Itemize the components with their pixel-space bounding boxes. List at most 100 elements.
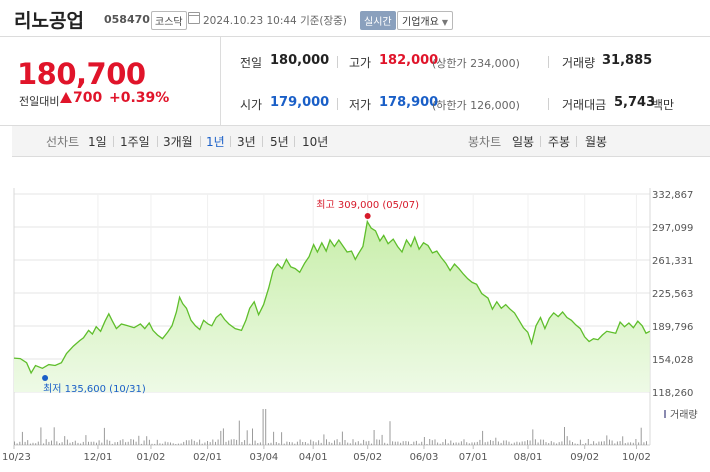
volume-bar: [527, 440, 528, 445]
separator: [294, 136, 295, 147]
x-tick-label: 02/01: [193, 452, 222, 463]
volume-bar: [479, 439, 481, 445]
volume-bar: [630, 442, 632, 445]
volume-bar: [344, 440, 346, 445]
volume-bar: [238, 420, 240, 445]
up-triangle-icon: [60, 92, 72, 103]
open-value: 179,000: [270, 95, 330, 110]
volume-bar: [270, 442, 272, 445]
quote-date: 2024.10.23 10:44: [203, 15, 297, 27]
candle-weekly[interactable]: 주봉: [548, 135, 571, 149]
low-label: 저가: [349, 98, 372, 112]
period-10y[interactable]: 10년: [302, 135, 329, 149]
low-annotation: 최저 135,600 (10/31): [43, 383, 146, 395]
period-1d[interactable]: 1일: [88, 135, 107, 149]
high-marker: [364, 213, 371, 220]
candle-daily[interactable]: 일봉: [512, 135, 535, 149]
volume-bar: [177, 443, 179, 445]
volume-bar: [135, 441, 137, 445]
x-tick-label: 01/02: [137, 452, 166, 463]
volume-bar: [347, 442, 349, 445]
volume-bar: [394, 441, 396, 445]
lower-limit: (하한가 126,000): [432, 99, 520, 112]
volume-bar: [170, 442, 171, 445]
volume-bar: [289, 442, 290, 445]
volume-bar: [151, 443, 153, 445]
volume-bar: [82, 441, 84, 445]
high-annotation: 최고 309,000 (05/07): [316, 199, 419, 211]
volume-bar: [635, 439, 637, 445]
volume-bar: [519, 442, 521, 445]
period-3y[interactable]: 3년: [237, 135, 256, 149]
volume-bar: [368, 440, 370, 445]
volume-bar: [561, 441, 563, 445]
volume-bar: [175, 444, 177, 445]
volume-bar: [622, 436, 624, 445]
volume-bar: [286, 441, 288, 445]
volume-bar: [323, 434, 325, 445]
period-1w[interactable]: 1주일: [120, 135, 150, 149]
volume-bar: [360, 443, 362, 445]
volume-bar: [598, 441, 600, 445]
volume-bar: [307, 443, 309, 445]
volume-legend-swatch: [664, 410, 666, 418]
volume-bar: [56, 441, 58, 445]
volume-bar: [185, 440, 187, 445]
current-price: 180,700: [17, 57, 146, 91]
low-value: 178,900: [379, 95, 439, 110]
stock-code: 058470: [104, 13, 150, 26]
volume-bar: [114, 442, 116, 445]
volume-bar: [458, 442, 460, 445]
separator: [157, 136, 158, 147]
volume-bar: [66, 439, 68, 445]
volume-bar: [476, 441, 478, 445]
volume-bar: [490, 440, 491, 445]
y-tick-label: 261,331: [652, 256, 693, 267]
volume-bar: [291, 442, 293, 445]
open-label: 시가: [240, 98, 263, 112]
volume-bar: [296, 441, 298, 445]
volume-bar: [53, 427, 55, 445]
volume-bar: [336, 439, 338, 445]
volume-bar: [133, 439, 134, 445]
price-change-pct: +0.39%: [109, 90, 170, 106]
x-tick-label: 05/02: [353, 452, 382, 463]
y-tick-label: 118,260: [652, 388, 693, 399]
volume-bar: [341, 431, 343, 445]
prev-close-label: 전일: [240, 56, 263, 70]
volume-bar: [349, 443, 351, 445]
period-1y[interactable]: 1년: [206, 135, 225, 149]
price-line: [13, 219, 651, 375]
volume-bar: [35, 443, 37, 445]
volume-bar: [545, 442, 547, 445]
realtime-badge[interactable]: 실시간: [360, 11, 396, 30]
volume-bar: [101, 442, 103, 445]
volume-bar: [43, 443, 45, 445]
volume-bar: [556, 443, 558, 445]
volume-bar: [315, 442, 317, 445]
separator: [548, 56, 549, 68]
volume-bar: [632, 442, 634, 445]
volume-bar: [172, 443, 174, 445]
price-change: 700: [73, 90, 103, 106]
volume-bar: [577, 443, 579, 445]
volume-bar: [423, 437, 425, 445]
volume-bar: [606, 435, 608, 445]
volume-bar: [378, 439, 380, 445]
period-3m[interactable]: 3개월: [163, 135, 193, 149]
company-info-button[interactable]: 기업개요 ▼: [397, 11, 453, 30]
candle-monthly[interactable]: 월봉: [585, 135, 608, 149]
company-name: 리노공업: [14, 10, 84, 32]
volume-bar: [140, 443, 142, 445]
volume-bar: [601, 441, 602, 445]
volume-bar: [212, 439, 214, 445]
volume-bar: [505, 440, 507, 445]
volume-bar: [156, 439, 158, 445]
trade-value-unit: 백만: [652, 98, 675, 112]
period-5y[interactable]: 5년: [270, 135, 289, 149]
x-tick-label: 12/01: [84, 452, 113, 463]
price-chart[interactable]: 최고 309,000 (05/07) 최저 135,600 (10/31) 332…: [0, 160, 710, 472]
volume-bar: [45, 439, 47, 445]
y-tick-label: 225,563: [652, 289, 693, 300]
volume-bar: [609, 439, 610, 445]
